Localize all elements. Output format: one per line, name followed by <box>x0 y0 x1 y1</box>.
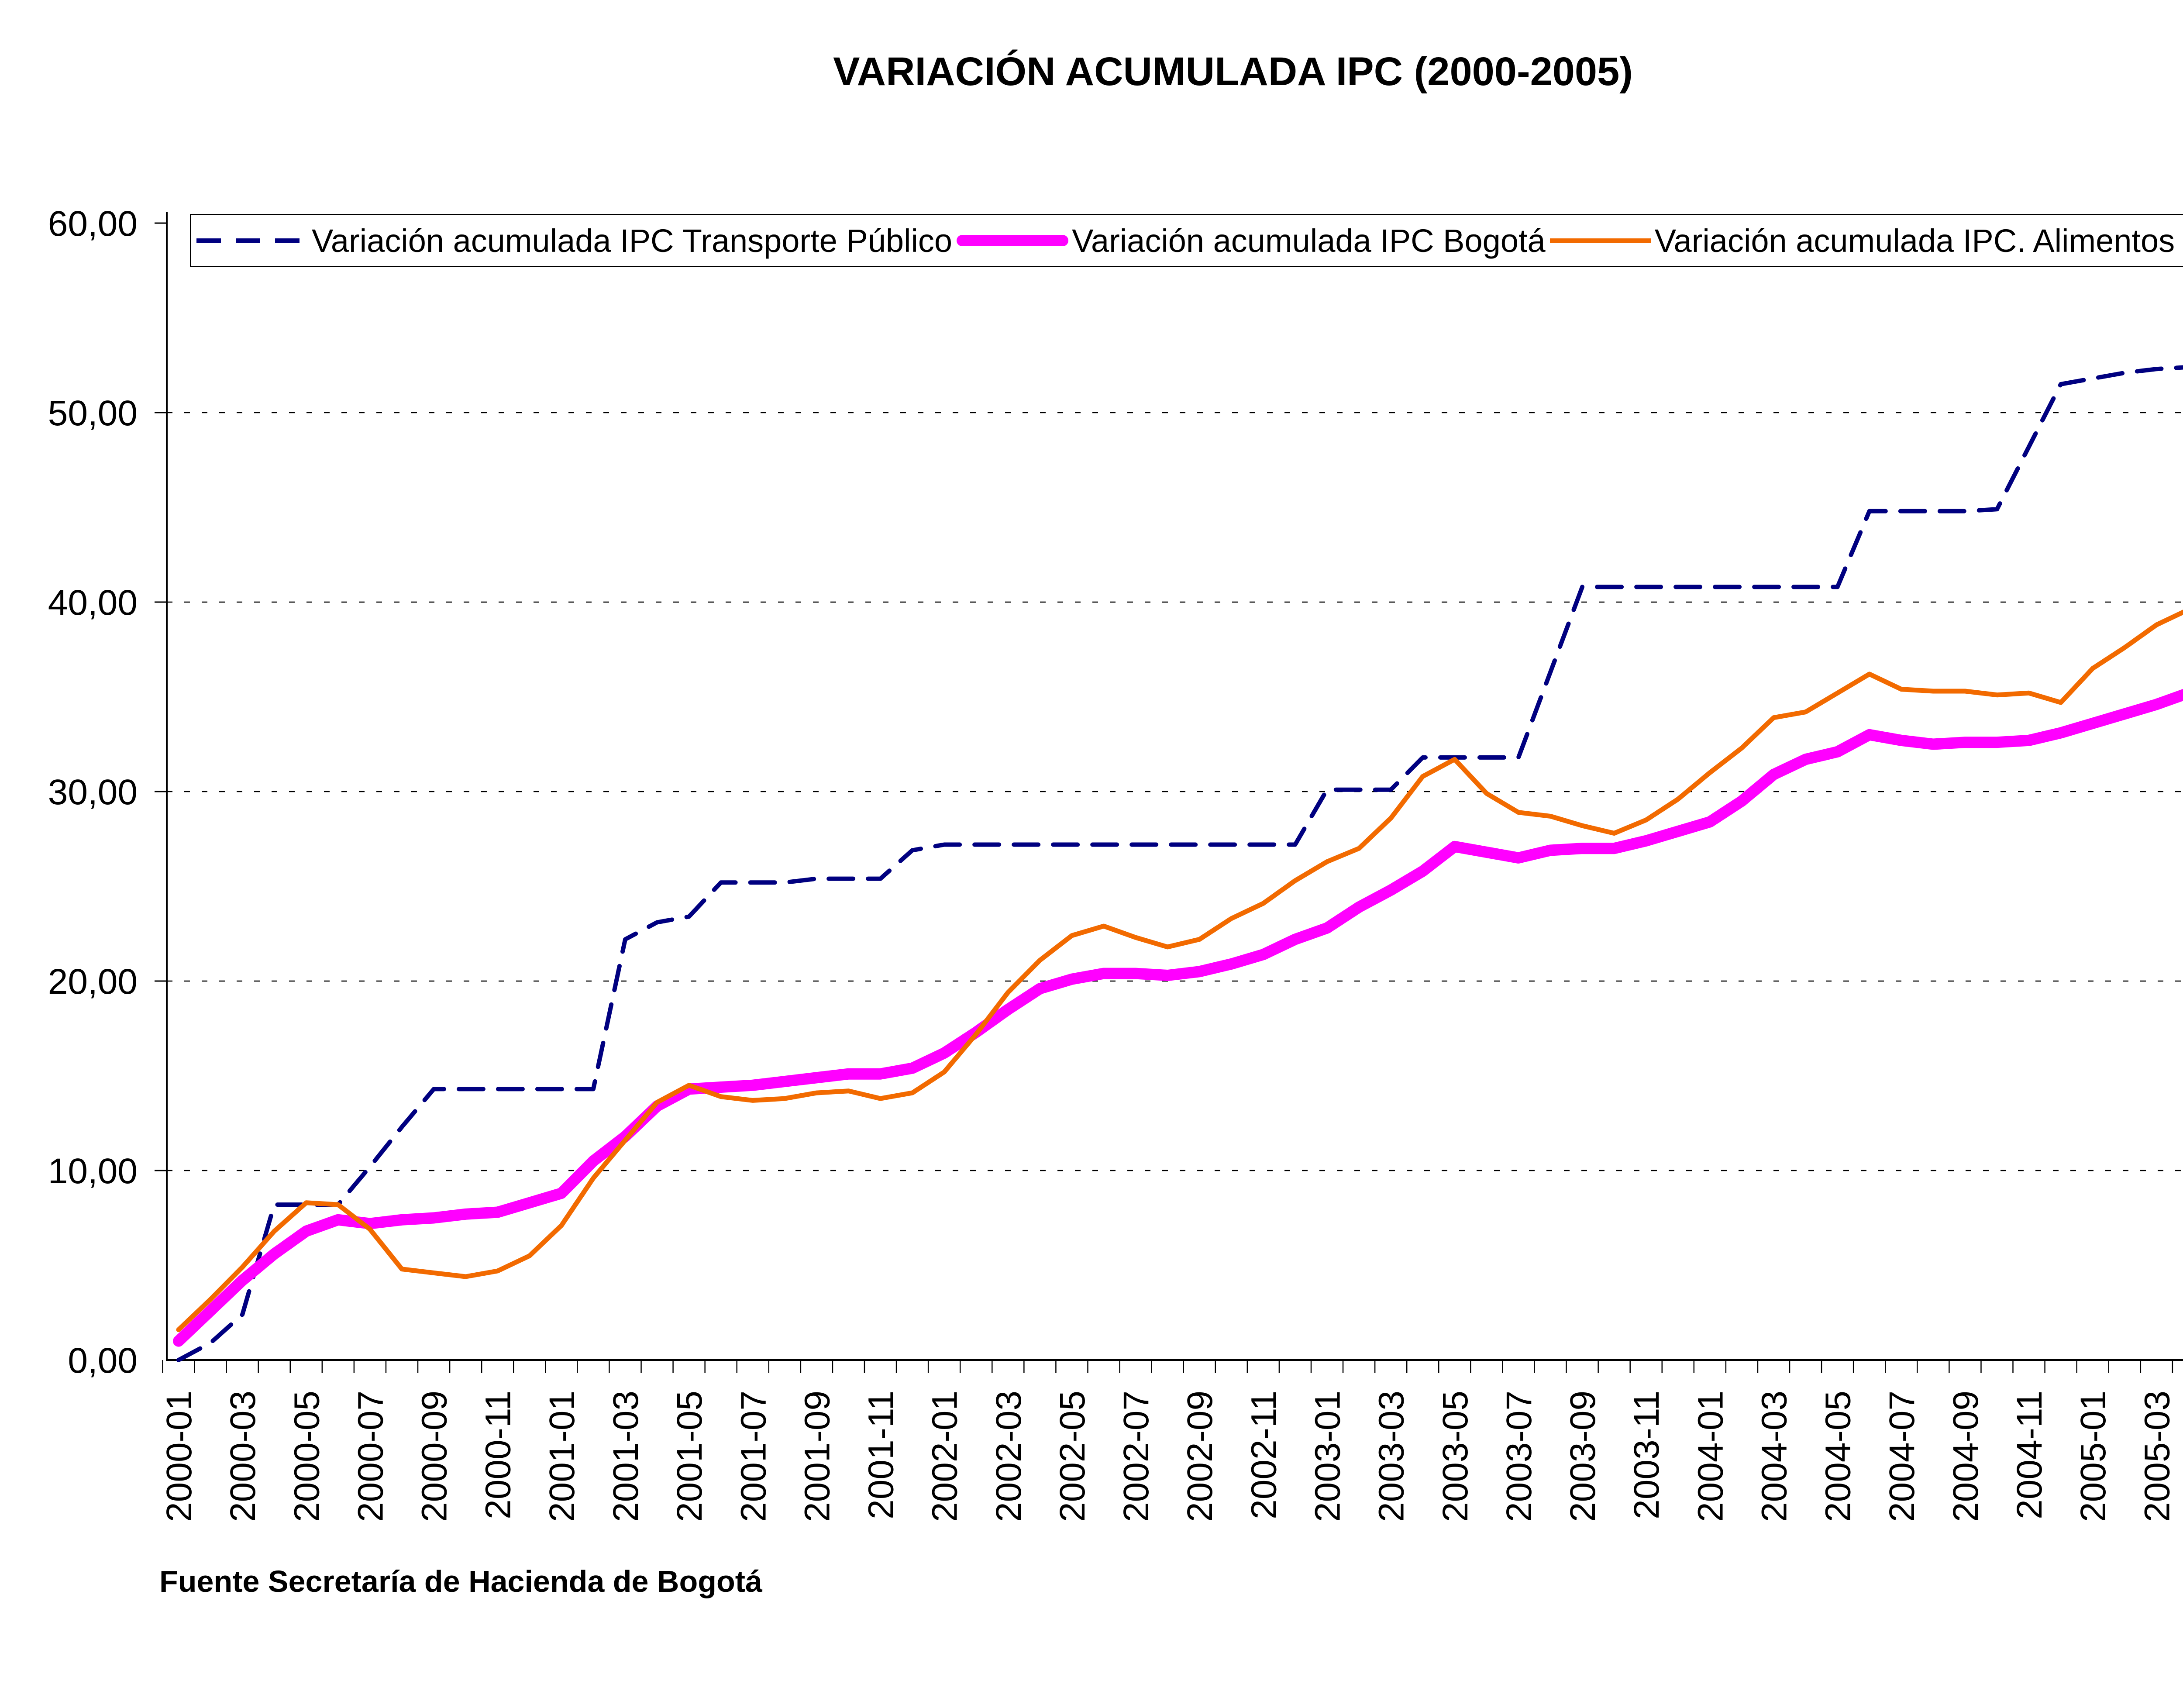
dashed-line-swatch-icon <box>196 238 308 243</box>
x-tick-label: 2001-01 <box>542 1391 582 1522</box>
x-tick-label: 2001-11 <box>861 1391 901 1519</box>
x-tick-label: 2003-05 <box>1436 1391 1475 1522</box>
x-tick-label: 2001-05 <box>670 1391 709 1522</box>
x-tick-label: 2000-09 <box>415 1391 455 1522</box>
series-line-1 <box>173 689 2183 1347</box>
x-tick-label: 2004-11 <box>2010 1391 2049 1519</box>
series-line-0 <box>176 365 2183 1362</box>
x-tick-label: 2004-07 <box>1882 1391 1922 1522</box>
x-tick-label: 2003-11 <box>1627 1391 1667 1519</box>
x-tick-label: 2001-03 <box>606 1391 646 1522</box>
y-tick-label: 50,00 <box>48 393 138 433</box>
x-tick-label: 2004-01 <box>1691 1391 1730 1522</box>
x-tick-label: 2000-07 <box>351 1391 390 1522</box>
x-tick-label: 2001-09 <box>797 1391 837 1522</box>
legend-label-bogota: Variación acumulada IPC Bogotá <box>1072 222 1546 259</box>
x-tick-label: 2002-09 <box>1180 1391 1220 1522</box>
legend-item-transporte: Variación acumulada IPC Transporte Públi… <box>196 222 957 259</box>
x-tick-label: 2005-01 <box>2073 1391 2113 1522</box>
y-tick-label: 30,00 <box>48 772 138 812</box>
x-tick-label: 2004-09 <box>1946 1391 1986 1522</box>
x-tick-label: 2004-03 <box>1755 1391 1794 1522</box>
legend-item-bogota: Variación acumulada IPC Bogotá <box>957 222 1550 259</box>
x-tick-label: 2004-05 <box>1818 1391 1858 1522</box>
legend-item-alimentos: Variación acumulada IPC. Alimentos <box>1549 222 2179 259</box>
x-tick-label: 2002-05 <box>1053 1391 1092 1522</box>
thin-line-swatch-icon <box>1549 238 1651 243</box>
x-tick-label: 2002-07 <box>1116 1391 1156 1522</box>
y-tick-label: 20,00 <box>48 962 138 1002</box>
y-tick-label: 60,00 <box>48 204 138 244</box>
y-tick-label: 40,00 <box>48 583 138 623</box>
legend: Variación acumulada IPC Transporte Públi… <box>190 214 2183 267</box>
x-tick-label: 2000-01 <box>159 1391 199 1522</box>
x-tick-label: 2003-09 <box>1563 1391 1603 1522</box>
x-tick-label: 2003-03 <box>1372 1391 1412 1522</box>
x-tick-label: 2003-01 <box>1308 1391 1348 1522</box>
source-note: Fuente Secretaría de Hacienda de Bogotá <box>159 1564 762 1598</box>
series-line-2 <box>176 610 2183 1333</box>
legend-label-transporte: Variación acumulada IPC Transporte Públi… <box>312 222 953 259</box>
chart-title: VARIACIÓN ACUMULADA IPC (2000-2005) <box>833 49 1633 94</box>
x-tick-label: 2000-05 <box>287 1391 327 1522</box>
x-tick-label: 2000-11 <box>479 1391 518 1519</box>
x-tick-label: 2003-07 <box>1499 1391 1539 1522</box>
x-tick-label: 2000-03 <box>223 1391 263 1522</box>
x-tick-label: 2005-03 <box>2137 1391 2177 1522</box>
thick-line-swatch-icon <box>957 235 1069 246</box>
x-tick-label: 2002-11 <box>1244 1391 1284 1519</box>
y-tick-label: 0,00 <box>68 1341 138 1381</box>
y-tick-label: 10,00 <box>48 1151 138 1191</box>
legend-label-alimentos: Variación acumulada IPC. Alimentos <box>1654 222 2175 259</box>
x-tick-label: 2001-07 <box>733 1391 773 1522</box>
x-tick-label: 2002-01 <box>925 1391 965 1522</box>
x-tick-label: 2002-03 <box>989 1391 1029 1522</box>
